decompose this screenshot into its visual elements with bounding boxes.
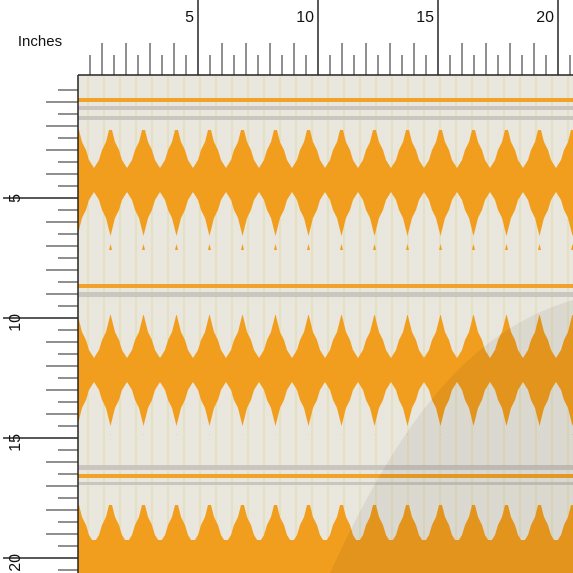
- orange-band: [78, 540, 573, 573]
- stripe: [78, 98, 573, 102]
- stripe: [78, 474, 573, 478]
- left-ruler-label: 5: [7, 194, 24, 203]
- stripe: [78, 106, 573, 110]
- stripe: [78, 116, 573, 120]
- top-ruler-label: 10: [296, 9, 314, 26]
- stripe: [78, 284, 573, 288]
- diamond-row-2: [78, 315, 573, 435]
- ruler-ticks: [3, 0, 571, 571]
- stripes: [78, 98, 573, 485]
- stripe: [78, 465, 573, 470]
- unit-label: Inches: [18, 33, 62, 50]
- left-ruler: [0, 0, 78, 573]
- stripe: [78, 292, 573, 297]
- top-ruler-label: 15: [416, 9, 434, 26]
- left-ruler-label: 20: [7, 554, 24, 572]
- diamond-row: [78, 315, 573, 435]
- left-ruler-label: 10: [7, 314, 24, 332]
- stripe: [78, 482, 573, 485]
- top-ruler-label: 5: [185, 9, 194, 26]
- ruler-labels: 5 10 15 20 5 10 15 20: [7, 9, 554, 572]
- diamond-row: [78, 130, 573, 250]
- top-ruler-label: 20: [536, 9, 554, 26]
- left-ruler-label: 15: [7, 434, 24, 452]
- fold-shadow: [330, 300, 573, 573]
- top-ruler: [0, 0, 573, 75]
